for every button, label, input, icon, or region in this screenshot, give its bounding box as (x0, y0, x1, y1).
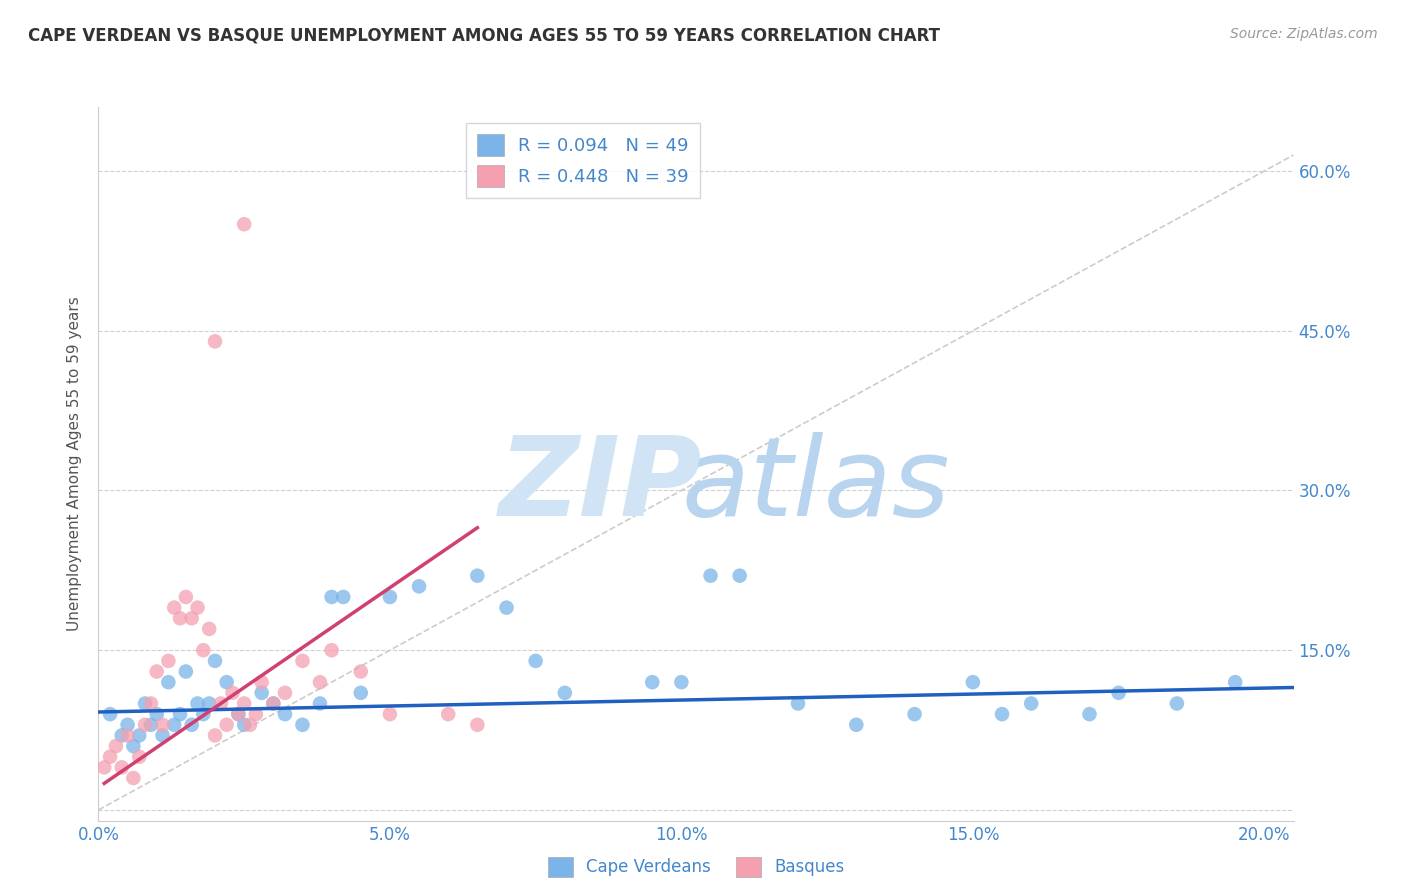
Point (174, 665, 197, 679)
Point (554, 686, 576, 700)
Point (198, 622, 221, 636)
Point (699, 568, 721, 582)
Text: CAPE VERDEAN VS BASQUE UNEMPLOYMENT AMONG AGES 55 TO 59 YEARS CORRELATION CHART: CAPE VERDEAN VS BASQUE UNEMPLOYMENT AMON… (28, 27, 941, 45)
Point (215, 718, 238, 732)
Text: ZIP: ZIP (499, 432, 702, 539)
Point (186, 600, 208, 615)
Point (186, 697, 208, 711)
Point (152, 718, 174, 732)
Point (350, 665, 373, 679)
Point (128, 728, 150, 742)
Point (787, 697, 810, 711)
Point (228, 707, 250, 722)
Point (104, 739, 127, 753)
Point (221, 686, 243, 700)
Point (1166, 697, 1188, 711)
Point (215, 675, 238, 690)
Point (122, 771, 145, 785)
Point (291, 654, 314, 668)
Point (193, 707, 215, 722)
Point (209, 697, 232, 711)
Point (163, 600, 186, 615)
Point (332, 590, 354, 604)
Point (145, 665, 167, 679)
Point (239, 718, 262, 732)
Point (93, 760, 115, 774)
Point (1078, 707, 1101, 722)
Point (204, 334, 226, 349)
Point (274, 686, 297, 700)
Point (139, 718, 162, 732)
Point (671, 675, 693, 690)
Point (193, 643, 215, 657)
Point (233, 718, 256, 732)
Point (309, 675, 332, 690)
Point (122, 739, 145, 753)
Point (233, 217, 256, 231)
Point (204, 654, 226, 668)
Point (145, 707, 167, 722)
Point (111, 760, 134, 774)
Y-axis label: Unemployment Among Ages 55 to 59 years: Unemployment Among Ages 55 to 59 years (66, 296, 82, 632)
Point (228, 707, 250, 722)
Point (350, 686, 373, 700)
Point (378, 707, 401, 722)
Point (309, 697, 332, 711)
Point (467, 718, 489, 732)
Point (163, 718, 186, 732)
Point (262, 697, 284, 711)
Point (98, 707, 121, 722)
Point (728, 568, 751, 582)
Text: atlas: atlas (681, 432, 950, 539)
Point (291, 718, 314, 732)
Point (321, 643, 343, 657)
Point (408, 579, 430, 593)
Point (139, 697, 162, 711)
Point (117, 728, 139, 742)
Point (128, 749, 150, 764)
Point (250, 686, 273, 700)
Point (1108, 686, 1130, 700)
Point (169, 707, 191, 722)
Point (111, 728, 134, 742)
Point (180, 718, 202, 732)
Point (274, 707, 297, 722)
Point (169, 611, 191, 625)
Point (152, 728, 174, 742)
Point (845, 718, 868, 732)
Point (157, 654, 180, 668)
Point (204, 728, 226, 742)
Point (134, 697, 156, 711)
Point (524, 654, 547, 668)
Point (903, 707, 925, 722)
Point (245, 707, 267, 722)
Point (991, 707, 1014, 722)
Point (174, 590, 197, 604)
Point (1225, 675, 1247, 690)
Point (98, 749, 121, 764)
Point (1019, 697, 1042, 711)
Point (198, 697, 221, 711)
Point (962, 675, 984, 690)
Point (250, 675, 273, 690)
Point (157, 675, 180, 690)
Point (321, 590, 343, 604)
Text: Source: ZipAtlas.com: Source: ZipAtlas.com (1230, 27, 1378, 41)
Point (134, 718, 156, 732)
Point (233, 697, 256, 711)
Point (437, 707, 460, 722)
Point (495, 600, 517, 615)
Point (378, 590, 401, 604)
Point (467, 568, 489, 582)
Point (641, 675, 664, 690)
Point (180, 611, 202, 625)
Point (262, 697, 284, 711)
Point (117, 718, 139, 732)
Legend: Cape Verdeans, Basques: Cape Verdeans, Basques (541, 850, 851, 884)
